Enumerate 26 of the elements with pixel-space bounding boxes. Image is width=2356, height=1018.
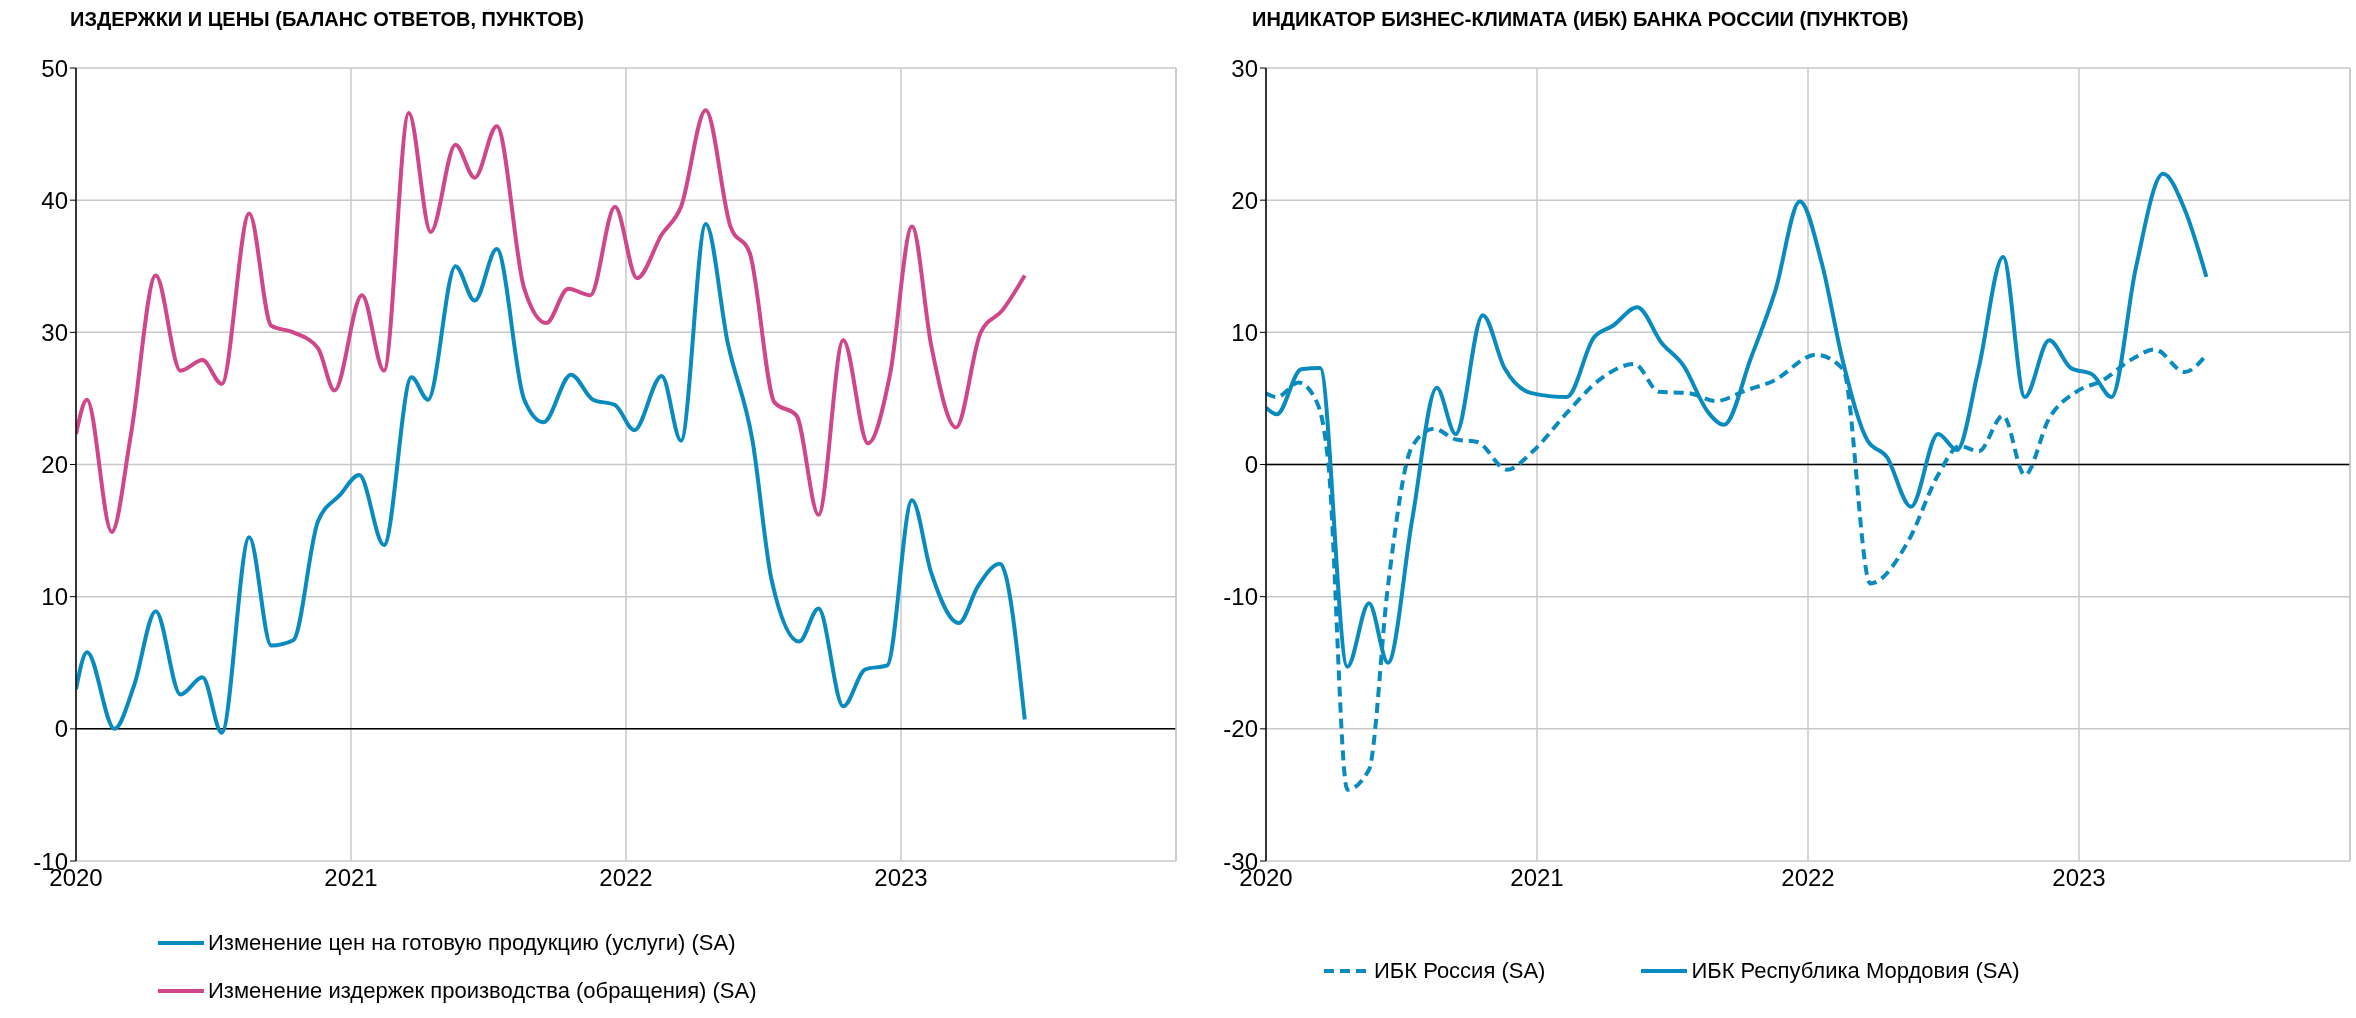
y-tick-label: -10 bbox=[1223, 583, 1258, 611]
legend-label: Изменение цен на готовую продукцию (услуги) (SA) bbox=[208, 930, 736, 956]
legend-label: ИБК Россия (SA) bbox=[1374, 958, 1546, 984]
x-tick-label: 2023 bbox=[874, 864, 928, 892]
y-tick-label: 0 bbox=[1244, 451, 1258, 479]
y-tick-label: 20 bbox=[1231, 186, 1258, 214]
x-tick-label: 2023 bbox=[2052, 864, 2106, 892]
x-tick-label: 2022 bbox=[599, 864, 653, 892]
y-tick-label: 10 bbox=[1231, 318, 1258, 346]
y-tick-label: 30 bbox=[41, 318, 68, 346]
y-tick-label: 10 bbox=[41, 583, 68, 611]
y-tick-label: 50 bbox=[41, 54, 68, 82]
line-series bbox=[76, 221, 1027, 735]
x-tick-label: 2021 bbox=[324, 864, 378, 892]
y-tick-label: 30 bbox=[1231, 54, 1258, 82]
legend-label: Изменение издержек производства (обращения) (SA) bbox=[208, 978, 757, 1004]
chart-title: ИЗДЕРЖКИ И ЦЕНЫ (БАЛАНС ОТВЕТОВ, ПУНКТОВ) bbox=[70, 8, 584, 31]
y-tick-label: 0 bbox=[54, 715, 68, 743]
legend-label: ИБК Республика Мордовия (SA) bbox=[1691, 958, 2020, 984]
line-series bbox=[76, 108, 1027, 534]
y-tick-label: -20 bbox=[1223, 715, 1258, 743]
chart-title: ИНДИКАТОР БИЗНЕС-КЛИМАТА (ИБК) БАНКА РОССИИ (ПУНКТОВ) bbox=[1252, 8, 1909, 31]
y-tick-label: 40 bbox=[41, 186, 68, 214]
x-tick-label: 2022 bbox=[1781, 864, 1835, 892]
x-tick-label: 2021 bbox=[1510, 864, 1564, 892]
y-tick-label: 20 bbox=[41, 451, 68, 479]
